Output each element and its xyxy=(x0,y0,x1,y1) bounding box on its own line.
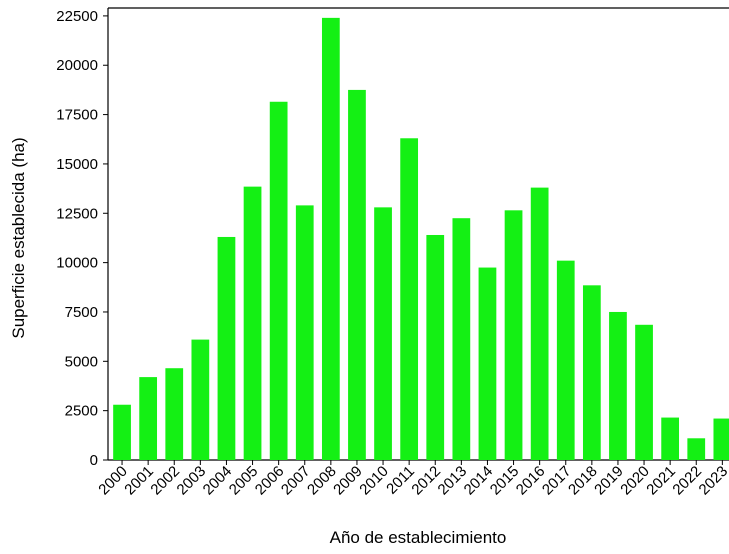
bar xyxy=(348,89,366,461)
bar xyxy=(400,138,419,460)
x-tick-label: 2006 xyxy=(252,463,288,499)
x-tick-label: 2022 xyxy=(669,463,705,499)
bar xyxy=(374,207,392,460)
y-tick-label: 2500 xyxy=(65,403,98,420)
bar xyxy=(478,267,497,460)
bar xyxy=(269,101,288,460)
y-axis-label: Superficie establecida (ha) xyxy=(9,137,28,338)
x-tick-label: 2015 xyxy=(487,463,523,499)
bar xyxy=(452,218,471,460)
x-tick-label: 2002 xyxy=(147,463,183,499)
bar xyxy=(165,368,184,460)
y-tick-label: 7500 xyxy=(65,304,98,321)
x-tick-label: 2013 xyxy=(435,463,471,499)
bar xyxy=(635,324,653,460)
bar xyxy=(530,187,549,460)
bar xyxy=(426,234,445,460)
x-tick-label: 2011 xyxy=(383,463,418,498)
x-tick-label: 2017 xyxy=(539,463,575,499)
bar xyxy=(321,17,340,461)
y-tick-label: 20000 xyxy=(56,57,98,74)
x-tick-label: 2020 xyxy=(617,463,653,499)
bar xyxy=(191,339,210,460)
y-tick-label: 0 xyxy=(90,452,98,469)
x-tick-label: 2004 xyxy=(200,463,236,499)
bar xyxy=(295,205,314,460)
x-tick-label: 2021 xyxy=(643,463,679,499)
bar xyxy=(687,438,706,460)
x-tick-label: 2000 xyxy=(95,463,131,499)
y-tick-label: 17500 xyxy=(56,107,98,124)
x-tick-label: 2023 xyxy=(696,463,729,499)
bar xyxy=(556,260,575,460)
y-tick-label: 22500 xyxy=(56,8,98,25)
bar xyxy=(609,311,627,460)
bar xyxy=(661,417,680,460)
x-tick-label: 2012 xyxy=(408,463,444,499)
x-tick-label: 2003 xyxy=(174,463,210,499)
x-tick-label: 2016 xyxy=(513,463,549,499)
x-tick-label: 2009 xyxy=(330,463,366,499)
y-tick-label: 10000 xyxy=(56,255,98,272)
x-tick-label: 2007 xyxy=(278,463,314,499)
bar xyxy=(243,186,262,460)
bar xyxy=(139,377,158,460)
x-axis-label: Año de establecimiento xyxy=(330,528,507,547)
x-tick-label: 2014 xyxy=(461,463,497,499)
x-tick-label: 2018 xyxy=(565,463,601,499)
x-tick-label: 2008 xyxy=(304,463,340,499)
bar xyxy=(113,404,131,460)
x-tick-label: 2010 xyxy=(356,463,392,499)
y-tick-label: 12500 xyxy=(56,205,98,222)
bar xyxy=(582,285,601,460)
y-tick-label: 15000 xyxy=(56,156,98,173)
bar xyxy=(504,210,523,460)
x-tick-label: 2005 xyxy=(226,463,262,499)
bar xyxy=(713,418,729,460)
x-tick-label: 2001 xyxy=(121,463,157,499)
x-tick-label: 2019 xyxy=(591,463,627,499)
bar xyxy=(217,236,236,460)
y-tick-label: 5000 xyxy=(65,353,98,370)
